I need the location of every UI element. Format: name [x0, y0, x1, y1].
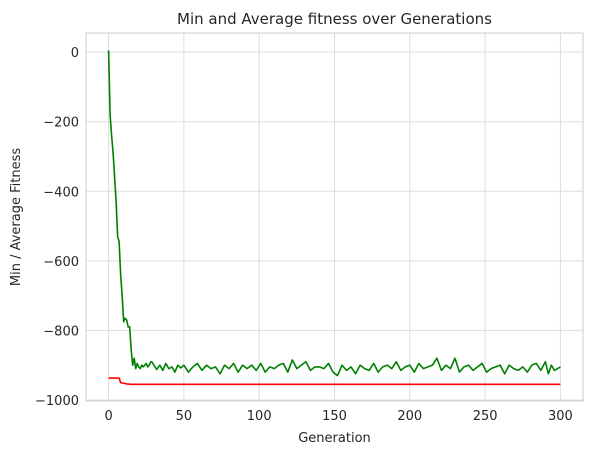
x-tick-label: 200 [397, 409, 422, 424]
series-line-2 [108, 377, 561, 386]
tick-labels: 0 50 100 150 200 250 300 0 −200 −400 −600 −800 −1000 [35, 46, 573, 424]
x-tick-label: 150 [322, 409, 347, 424]
y-tick-label: −400 [43, 185, 79, 200]
y-tick-label: −200 [43, 116, 79, 131]
y-tick-label: −1000 [35, 394, 79, 409]
x-tick-label: 300 [548, 409, 573, 424]
y-tick-label: 0 [71, 46, 79, 61]
grid [86, 33, 583, 401]
series-layer [107, 50, 561, 386]
y-axis-label: Min / Average Fitness [9, 148, 24, 286]
x-axis-label: Generation [298, 431, 371, 446]
plot-frame [85, 32, 584, 402]
chart-title: Min and Average fitness over Generations [177, 10, 492, 28]
x-tick-label: 100 [247, 409, 272, 424]
series-line-1 [107, 50, 561, 377]
y-tick-label: −600 [43, 255, 79, 270]
x-tick-label: 250 [473, 409, 498, 424]
x-tick-label: 50 [176, 409, 193, 424]
x-tick-label: 0 [104, 409, 112, 424]
y-tick-label: −800 [43, 324, 79, 339]
